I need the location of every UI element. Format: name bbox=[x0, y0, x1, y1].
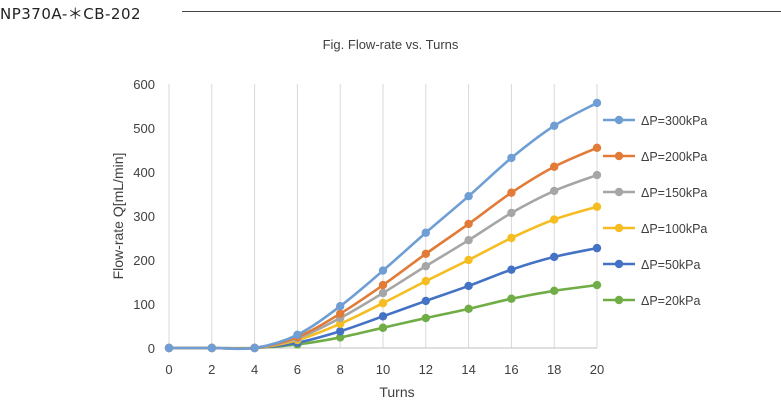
series-0 bbox=[164, 98, 602, 353]
legend-item: ΔP=200kPa bbox=[603, 150, 707, 164]
data-point bbox=[507, 233, 516, 243]
x-tick-label: 4 bbox=[251, 362, 258, 377]
data-point bbox=[550, 186, 559, 196]
y-tick-label: 500 bbox=[133, 121, 155, 136]
data-point bbox=[464, 236, 473, 245]
y-tick-label: 400 bbox=[133, 165, 155, 180]
data-point bbox=[378, 266, 388, 275]
legend-marker bbox=[614, 295, 624, 305]
legend-marker bbox=[614, 259, 624, 269]
data-point bbox=[250, 343, 259, 353]
x-tick-label: 2 bbox=[208, 362, 215, 377]
data-point bbox=[378, 323, 388, 332]
series-layer bbox=[164, 98, 602, 353]
header-rule bbox=[182, 11, 781, 12]
data-point bbox=[464, 255, 473, 265]
data-point bbox=[336, 333, 345, 342]
x-axis-label: Turns bbox=[379, 384, 414, 400]
data-point bbox=[464, 281, 473, 291]
legend-label: ΔP=300kPa bbox=[641, 114, 707, 128]
x-tick-label: 0 bbox=[165, 362, 172, 377]
y-tick-label: 600 bbox=[133, 77, 155, 92]
data-point bbox=[421, 313, 430, 323]
data-point bbox=[592, 98, 602, 108]
y-tick-label: 100 bbox=[133, 297, 155, 312]
legend: ΔP=300kPa ΔP=200kPa ΔP=150kPa ΔP=100kPa ΔP=5… bbox=[603, 114, 707, 308]
x-tick-label: 6 bbox=[294, 362, 301, 377]
legend-marker bbox=[614, 151, 624, 161]
data-point bbox=[592, 243, 602, 253]
x-tick-label: 10 bbox=[376, 362, 390, 377]
data-point bbox=[421, 296, 430, 306]
data-point bbox=[550, 286, 559, 295]
data-point bbox=[550, 215, 559, 224]
data-point bbox=[464, 304, 473, 314]
data-point bbox=[421, 276, 430, 286]
legend-label: ΔP=50kPa bbox=[641, 258, 700, 272]
legend-marker bbox=[614, 115, 624, 125]
legend-item: ΔP=20kPa bbox=[603, 294, 700, 308]
data-point bbox=[378, 280, 388, 290]
data-point bbox=[550, 121, 559, 130]
data-point bbox=[550, 162, 559, 171]
y-tick-label: 300 bbox=[133, 209, 155, 224]
data-point bbox=[507, 188, 516, 197]
data-point bbox=[336, 309, 345, 318]
data-point bbox=[421, 228, 430, 237]
data-point bbox=[464, 192, 473, 201]
data-point bbox=[507, 265, 516, 274]
data-point bbox=[592, 202, 602, 211]
legend-label: ΔP=150kPa bbox=[641, 186, 707, 200]
data-point bbox=[592, 143, 602, 152]
x-tick-label: 20 bbox=[590, 362, 604, 377]
data-point bbox=[592, 170, 602, 180]
y-axis-label: Flow-rate Q[mL/min] bbox=[110, 153, 126, 280]
legend-item: ΔP=100kPa bbox=[603, 222, 707, 236]
x-tick-label: 12 bbox=[419, 362, 433, 377]
legend-marker bbox=[614, 187, 624, 197]
data-point bbox=[464, 219, 473, 229]
data-point bbox=[293, 330, 302, 339]
x-tick-label: 16 bbox=[504, 362, 518, 377]
data-point bbox=[421, 261, 430, 271]
chart-title: Fig. Flow-rate vs. Turns bbox=[322, 37, 459, 52]
legend-label: ΔP=200kPa bbox=[641, 150, 707, 164]
legend-label: ΔP=100kPa bbox=[641, 222, 707, 236]
data-point bbox=[336, 302, 345, 311]
x-tick-label: 8 bbox=[337, 362, 344, 377]
data-point bbox=[164, 343, 174, 353]
data-point bbox=[550, 252, 559, 262]
data-point bbox=[378, 312, 388, 321]
data-point bbox=[378, 288, 388, 298]
legend-label: ΔP=20kPa bbox=[641, 294, 700, 308]
x-tick-label: 14 bbox=[461, 362, 475, 377]
data-point bbox=[592, 280, 602, 290]
data-point bbox=[507, 153, 516, 163]
legend-item: ΔP=300kPa bbox=[603, 114, 707, 128]
legend-item: ΔP=50kPa bbox=[603, 258, 700, 272]
x-tick-label: 18 bbox=[547, 362, 561, 377]
data-point bbox=[507, 294, 516, 303]
data-point bbox=[336, 327, 345, 336]
data-point bbox=[507, 208, 516, 218]
y-tick-label: 200 bbox=[133, 253, 155, 268]
data-point bbox=[378, 298, 388, 308]
document-header: NP370A-＊CB-202 bbox=[0, 5, 142, 23]
legend-item: ΔP=150kPa bbox=[603, 186, 707, 200]
y-tick-label: 0 bbox=[148, 341, 155, 356]
legend-marker bbox=[614, 223, 624, 233]
data-point bbox=[207, 343, 216, 353]
data-point bbox=[421, 249, 430, 259]
grid-layer bbox=[168, 84, 598, 348]
